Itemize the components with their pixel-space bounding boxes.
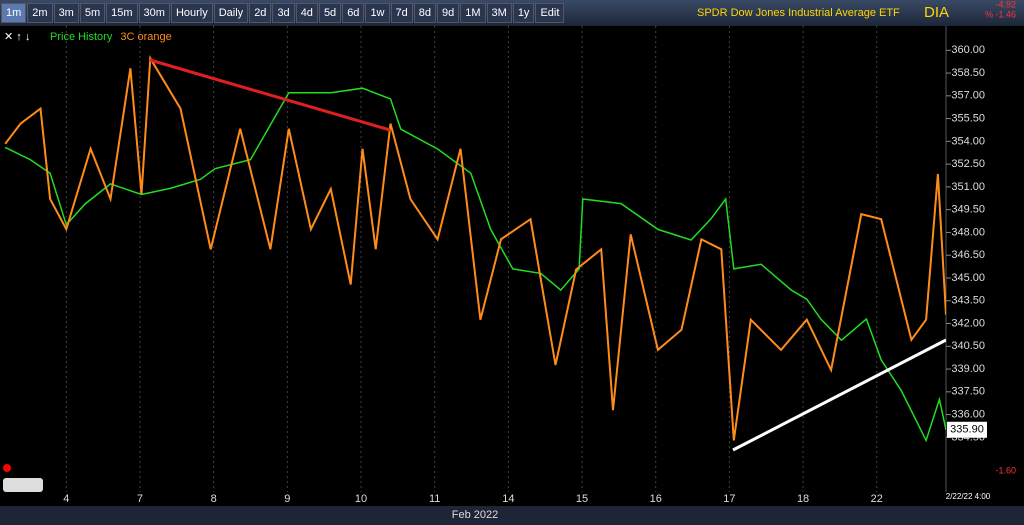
legend-entry: Price History bbox=[50, 31, 113, 43]
price-tag bbox=[947, 421, 987, 438]
toolbar-button[interactable]: 8d bbox=[413, 3, 436, 23]
y-tick-label: 337.50 bbox=[951, 386, 985, 398]
toolbar-button[interactable]: 1y bbox=[512, 3, 535, 23]
x-tick-label: 17 bbox=[723, 493, 735, 505]
scroll-button[interactable] bbox=[3, 478, 43, 492]
y-tick-label: 355.50 bbox=[951, 112, 985, 124]
toolbar-button[interactable]: 7d bbox=[390, 3, 413, 23]
y-tick-label: 343.50 bbox=[951, 295, 985, 307]
x-tick-label: 10 bbox=[355, 493, 367, 505]
title: SPDR Dow Jones Industrial Average ETF bbox=[697, 7, 900, 19]
status-dot bbox=[3, 464, 11, 472]
toolbar-button[interactable]: 1w bbox=[365, 3, 390, 23]
change-pct: % -1.46 bbox=[985, 9, 1016, 19]
toolbar-button[interactable]: 3d bbox=[272, 3, 295, 23]
x-tick-label: 7 bbox=[137, 493, 143, 505]
y-tick-label: 342.00 bbox=[951, 317, 985, 329]
legend-entry: 3C orange bbox=[120, 31, 171, 43]
toolbar-button[interactable]: Edit bbox=[535, 3, 565, 23]
toolbar-button[interactable]: 3m bbox=[53, 3, 79, 23]
price-tag-label: 335.90 bbox=[950, 424, 984, 436]
background bbox=[0, 26, 1024, 525]
toolbar-button[interactable]: 2m bbox=[27, 3, 53, 23]
plot bbox=[4, 26, 946, 492]
timestamp: 2/22/22 4:00 bbox=[946, 492, 991, 501]
x-tick-label: 14 bbox=[502, 493, 514, 505]
legend-icons: ✕ ↑ ↓ bbox=[4, 31, 30, 43]
toolbar-button[interactable]: 1M bbox=[460, 3, 486, 23]
symbol: DIA bbox=[924, 4, 949, 21]
toolbar-button[interactable]: 3M bbox=[486, 3, 512, 23]
x-tick-label: 16 bbox=[650, 493, 662, 505]
toolbar-button[interactable]: Hourly bbox=[170, 3, 213, 23]
y-tick-label: 357.00 bbox=[951, 90, 985, 102]
x-tick-label: 18 bbox=[797, 493, 809, 505]
x-tick-label: 15 bbox=[576, 493, 588, 505]
toolbar-button[interactable]: Daily bbox=[213, 3, 249, 23]
y-tick-label: 339.00 bbox=[951, 363, 985, 375]
y-tick-label: 345.00 bbox=[951, 272, 985, 284]
toolbar-button[interactable]: 1m bbox=[1, 3, 27, 23]
toolbar-button[interactable]: 5m bbox=[79, 3, 106, 23]
x-tick-label: 4 bbox=[63, 493, 69, 505]
side-value: -1.60 bbox=[995, 465, 1016, 475]
x-tick-label: 11 bbox=[429, 493, 440, 505]
y-tick-label: 360.00 bbox=[951, 44, 985, 56]
x-tick-label: 22 bbox=[871, 493, 883, 505]
month-label: Feb 2022 bbox=[452, 509, 498, 521]
bottom-bar bbox=[0, 506, 1024, 525]
toolbar: 1m 2m 3m 5m 15m 30m Hourly Daily 2d 3d 4d 5d 6d 1w 7d 8… bbox=[0, 0, 1024, 26]
y-tick-label: 352.50 bbox=[951, 158, 985, 170]
y-tick-label: 351.00 bbox=[951, 181, 985, 193]
x-tick-label: 8 bbox=[211, 493, 217, 505]
series-line bbox=[4, 55, 946, 441]
toolbar-button[interactable]: 15m bbox=[106, 3, 138, 23]
y-tick-label: 358.50 bbox=[951, 67, 985, 79]
toolbar-button[interactable]: 4d bbox=[295, 3, 318, 23]
x-tick-label: 9 bbox=[284, 493, 290, 505]
toolbar-button[interactable]: 9d bbox=[437, 3, 460, 23]
y-tick-label: 336.00 bbox=[951, 408, 985, 420]
y-tick-label: 346.50 bbox=[951, 249, 985, 261]
toolbar-button[interactable]: 2d bbox=[249, 3, 272, 23]
toolbar-button[interactable]: 6d bbox=[342, 3, 365, 23]
y-tick-label: 340.50 bbox=[951, 340, 985, 352]
toolbar-button[interactable]: 30m bbox=[138, 3, 170, 23]
y-tick-label: 354.00 bbox=[951, 135, 985, 147]
trend-line bbox=[732, 338, 946, 452]
change: -4.92 bbox=[995, 0, 1016, 9]
y-tick-label: 348.00 bbox=[951, 226, 985, 238]
y-tick-label: 349.50 bbox=[951, 204, 985, 216]
toolbar-button[interactable]: 5d bbox=[318, 3, 342, 23]
trend-line bbox=[149, 58, 391, 132]
